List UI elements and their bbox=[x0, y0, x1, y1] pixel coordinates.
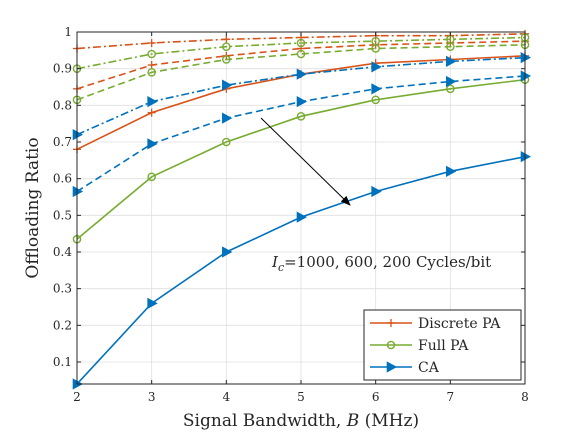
y-tick-label: 1 bbox=[64, 25, 72, 39]
x-tick-label: 6 bbox=[372, 390, 380, 404]
data-point-triangle bbox=[520, 52, 532, 64]
y-tick-label: 0.5 bbox=[53, 208, 72, 222]
data-point-circle bbox=[296, 38, 306, 48]
data-point-triangle bbox=[520, 151, 532, 163]
data-point-circle bbox=[371, 36, 380, 46]
series-ca-solid bbox=[72, 151, 532, 390]
data-point-triangle bbox=[296, 211, 308, 223]
y-tick-label: 0.4 bbox=[53, 245, 72, 259]
data-point-circle bbox=[296, 49, 306, 59]
data-point-triangle bbox=[446, 165, 457, 177]
annotation-subscript: c bbox=[278, 261, 284, 274]
legend: Discrete PA Full PA CA bbox=[363, 309, 522, 381]
data-point-plus bbox=[147, 108, 156, 117]
legend-item-full-pa: Full PA bbox=[370, 338, 469, 354]
x-axis-title-prefix: Signal Bandwidth, bbox=[183, 411, 347, 431]
data-point-circle bbox=[296, 112, 306, 121]
data-point-circle bbox=[222, 55, 231, 64]
x-tick-label: 3 bbox=[148, 390, 156, 404]
axis-ticks: 2 3 4 5 6 7 8 0.1 0.2 0.3 0.4 0.5 0.6 0.7 0.8 0.9 1 bbox=[53, 25, 529, 404]
x-axis-title: Signal Bandwidth, B (MHz) bbox=[183, 411, 419, 431]
y-tick-label: 0.7 bbox=[53, 135, 72, 149]
data-point-circle bbox=[222, 137, 231, 147]
x-tick-label: 8 bbox=[521, 390, 529, 404]
x-tick-label: 2 bbox=[73, 390, 81, 404]
annotation-text: =1000, 600, 200 Cycles/bit bbox=[284, 253, 491, 271]
legend-item-ca: CA bbox=[370, 360, 440, 376]
data-point-triangle bbox=[147, 297, 158, 309]
data-point-circle bbox=[147, 68, 156, 77]
annotation-arrow bbox=[260, 117, 351, 206]
x-axis-title-suffix: (MHz) bbox=[359, 411, 419, 431]
data-point-triangle bbox=[446, 55, 457, 67]
legend-label: CA bbox=[418, 360, 440, 376]
data-point-plus bbox=[147, 61, 156, 69]
data-point-triangle bbox=[222, 79, 233, 91]
data-point-circle bbox=[446, 84, 455, 94]
series-ca-dashed bbox=[72, 70, 532, 198]
data-point-triangle bbox=[222, 112, 233, 124]
y-tick-label: 0.9 bbox=[53, 62, 72, 76]
data-point-circle bbox=[147, 172, 156, 182]
data-point-circle bbox=[147, 49, 156, 59]
annotation-label: Ic=1000, 600, 200 Cycles/bit bbox=[271, 253, 491, 274]
legend-label: Discrete PA bbox=[418, 316, 501, 332]
annotation-symbol: I bbox=[271, 253, 279, 271]
data-point-triangle bbox=[72, 185, 84, 198]
data-point-triangle bbox=[147, 138, 158, 150]
data-point-circle bbox=[386, 340, 396, 350]
y-tick-label: 0.2 bbox=[53, 318, 72, 332]
x-axis-title-symbol: B bbox=[346, 411, 360, 431]
y-axis-title: Offloading Ratio bbox=[23, 137, 43, 278]
legend-item-discrete-pa: Discrete PA bbox=[370, 316, 501, 332]
series-ca-dashdot bbox=[72, 52, 532, 141]
data-point-triangle bbox=[371, 61, 382, 73]
series-line bbox=[76, 44, 526, 101]
data-point-triangle bbox=[296, 96, 308, 108]
legend-label: Full PA bbox=[418, 338, 469, 354]
data-point-circle bbox=[371, 95, 380, 105]
data-point-triangle bbox=[371, 185, 382, 198]
data-point-triangle bbox=[386, 361, 398, 373]
y-tick-label: 0.3 bbox=[53, 282, 72, 296]
x-tick-label: 5 bbox=[297, 390, 305, 404]
data-point-triangle bbox=[72, 129, 84, 141]
data-point-plus bbox=[147, 39, 156, 47]
series-lines bbox=[72, 29, 532, 390]
series-line bbox=[76, 78, 526, 240]
x-tick-label: 7 bbox=[447, 390, 455, 404]
data-point-triangle bbox=[296, 68, 308, 80]
data-point-triangle bbox=[147, 96, 158, 108]
data-point-plus bbox=[387, 319, 395, 327]
x-tick-label: 4 bbox=[223, 390, 231, 404]
data-point-triangle bbox=[222, 246, 233, 258]
series-line bbox=[76, 36, 526, 70]
data-point-plus bbox=[297, 44, 305, 53]
data-point-plus bbox=[222, 35, 231, 44]
y-tick-label: 0.1 bbox=[53, 355, 72, 369]
y-tick-label: 0.8 bbox=[53, 98, 72, 112]
y-tick-label: 0.6 bbox=[53, 172, 72, 186]
data-point-triangle bbox=[520, 70, 532, 82]
data-point-triangle bbox=[371, 83, 382, 95]
data-point-circle bbox=[222, 42, 231, 51]
data-point-triangle bbox=[446, 75, 457, 88]
